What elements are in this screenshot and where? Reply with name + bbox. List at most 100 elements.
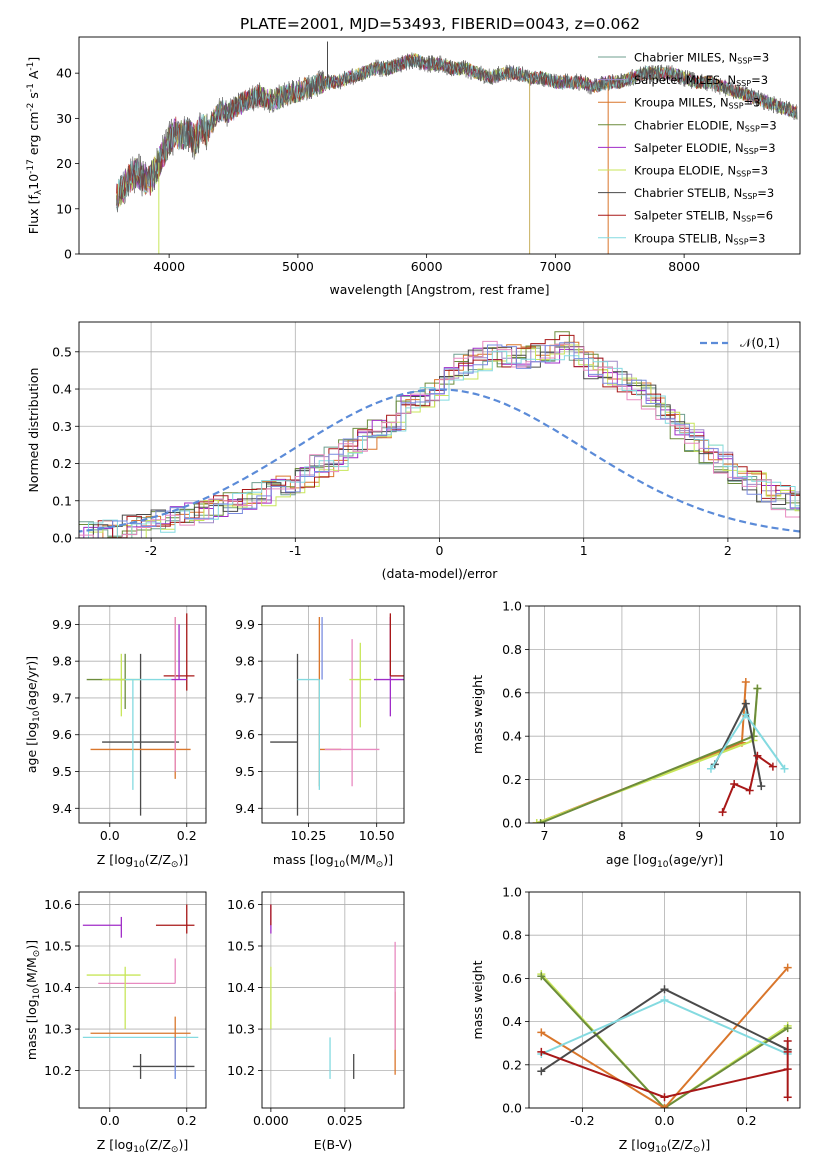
age-vs-mass-axes: 10.25 10.50 9.4 9.5 9.6 9.7 9.8 9.9 mass [log10(…: [235, 605, 405, 870]
y-tick-label: 0.4: [502, 1014, 522, 1029]
errorbar-point: [102, 653, 141, 717]
x-tick-label: 10.25: [291, 828, 327, 843]
y-axis-label: Normed distribution: [26, 368, 41, 493]
axes-frame: [528, 605, 801, 824]
weight-marker: [660, 1093, 669, 1102]
x-tick-label: 5000: [282, 259, 314, 274]
legend-entry: Chabrier MILES, NSSP=3: [634, 51, 769, 66]
errorbar-point: [155, 904, 195, 934]
y-tick-label: 9.5: [52, 764, 72, 779]
weight-marker: [537, 1047, 546, 1056]
errorbar-point: [102, 653, 180, 816]
x-tick-label: 10: [769, 828, 785, 843]
axes-frame: [261, 891, 405, 1109]
axes-frame: [78, 36, 801, 255]
x-tick-label: 0.0: [100, 828, 120, 843]
legend-entry: Kroupa ELODIE, NSSP=3: [634, 164, 768, 179]
histogram-step: [79, 346, 800, 538]
y-tick-label: 20: [56, 156, 72, 171]
y-tick-label: 0.4: [52, 382, 72, 397]
weight-vs-Z-axes: -0.2 0.0 0.2 0.0 0.2 0.4 0.6 0.8 1.0 Z [log10(Z/Z…: [470, 885, 801, 1155]
x-tick-label: 2: [724, 543, 732, 558]
y-tick-label: 10.6: [44, 897, 72, 912]
y-tick-label: 0.6: [502, 971, 522, 986]
weight-marker: [660, 1104, 669, 1108]
legend-entry: Kroupa STELIB, NSSP=3: [634, 231, 765, 246]
y-tick-label: 0.8: [502, 928, 522, 943]
weight-marker: [753, 751, 762, 760]
weight-series-line: [540, 688, 759, 823]
y-tick-label: 0.2: [502, 772, 522, 787]
weight-marker: [718, 808, 727, 817]
legend-entry: Salpeter STELIB, NSSP=6: [634, 209, 773, 224]
weight-marker: [741, 710, 750, 719]
y-tick-label: 10.5: [227, 939, 255, 954]
errorbar-point: [132, 1054, 195, 1079]
y-tick-label: 10.2: [227, 1063, 255, 1078]
errorbar-point: [86, 653, 126, 709]
weight-marker: [537, 1067, 546, 1076]
y-tick-label: 9.5: [235, 764, 255, 779]
y-tick-label: 9.8: [235, 654, 255, 669]
y-axis-label: mass weight: [470, 960, 485, 1039]
x-tick-label: -2: [145, 543, 157, 558]
histogram-step: [88, 350, 800, 538]
x-tick-label: 8: [618, 828, 626, 843]
legend-entry: Kroupa MILES, NSSP=3: [634, 96, 760, 111]
errorbar-point: [297, 678, 320, 790]
figure-title: PLATE=2001, MJD=53493, FIBERID=0043, z=0…: [240, 15, 640, 33]
y-tick-label: 0.6: [502, 685, 522, 700]
x-tick-label: 0.0: [655, 1113, 675, 1128]
x-axis-label: age [log10(age/yr)]: [606, 852, 723, 870]
x-axis-label: Z [log10(Z/Z⊙)]: [97, 1137, 188, 1155]
x-tick-label: -1: [289, 543, 301, 558]
x-axis-label: wavelength [Angstrom, rest frame]: [329, 282, 549, 297]
weight-marker: [741, 699, 750, 708]
y-axis-label: mass [log10(M/M⊙)]: [24, 940, 42, 1060]
axes-frame: [78, 605, 207, 824]
errorbar-point: [86, 966, 141, 1030]
x-axis-label: E(B-V): [314, 1137, 353, 1152]
y-axis-label: Flux [fλ10-17 erg cm-2 s-1 A-1]: [26, 57, 44, 235]
gaussian-curve: [79, 388, 800, 533]
x-tick-label: 1: [580, 543, 588, 558]
x-tick-label: 0: [436, 543, 444, 558]
errorbar-point: [270, 653, 299, 816]
legend-entry: Salpeter ELODIE, NSSP=3: [634, 141, 776, 156]
mass-vs-Z-plot-area: [82, 904, 199, 1079]
y-tick-label: 10.4: [227, 980, 255, 995]
x-tick-label: 4000: [153, 259, 185, 274]
y-tick-label: 9.4: [52, 801, 72, 816]
spectrum-plot-area: [115, 41, 798, 254]
weight-marker: [532, 819, 541, 823]
weight-series-line: [540, 975, 789, 1108]
x-tick-label: 0.000: [253, 1113, 289, 1128]
x-tick-label: 9: [695, 828, 703, 843]
y-tick-label: 9.4: [235, 801, 255, 816]
y-tick-label: 10: [56, 201, 72, 216]
y-tick-label: 0.0: [52, 531, 72, 546]
weight-marker: [706, 764, 715, 773]
x-tick-label: 0.025: [327, 1113, 363, 1128]
x-tick-label: 0.2: [177, 1113, 197, 1128]
axes-frame: [78, 891, 207, 1109]
x-axis-label: Z [log10(Z/Z⊙)]: [619, 1137, 710, 1155]
y-axis-label: age [log10(age/yr)]: [24, 656, 42, 773]
age-vs-mass-plot-area: [270, 613, 404, 816]
weight-marker: [536, 819, 545, 823]
errorbar-point: [389, 613, 404, 677]
weight-marker: [537, 1028, 546, 1037]
age-vs-Z-plot-area: [86, 613, 195, 816]
y-tick-label: 10.3: [227, 1022, 255, 1037]
spectrum-axes: 4000 5000 6000 7000 8000 0 10 20 30 40 wavelength …: [26, 36, 801, 297]
weight-marker: [783, 963, 792, 972]
weight-marker: [537, 972, 546, 981]
weight-marker: [780, 764, 789, 773]
errorbar-point: [98, 958, 176, 985]
y-tick-label: 9.9: [52, 617, 72, 632]
x-axis-label: Z [log10(Z/Z⊙)]: [97, 852, 188, 870]
x-tick-label: 8000: [668, 259, 700, 274]
mass-vs-Z-axes: 0.0 0.2 10.2 10.3 10.4 10.5 10.6 Z [log10(Z/Z⊙)…: [24, 891, 207, 1155]
residuals-plot-area: [79, 331, 800, 538]
weight-series-line: [540, 966, 789, 1108]
